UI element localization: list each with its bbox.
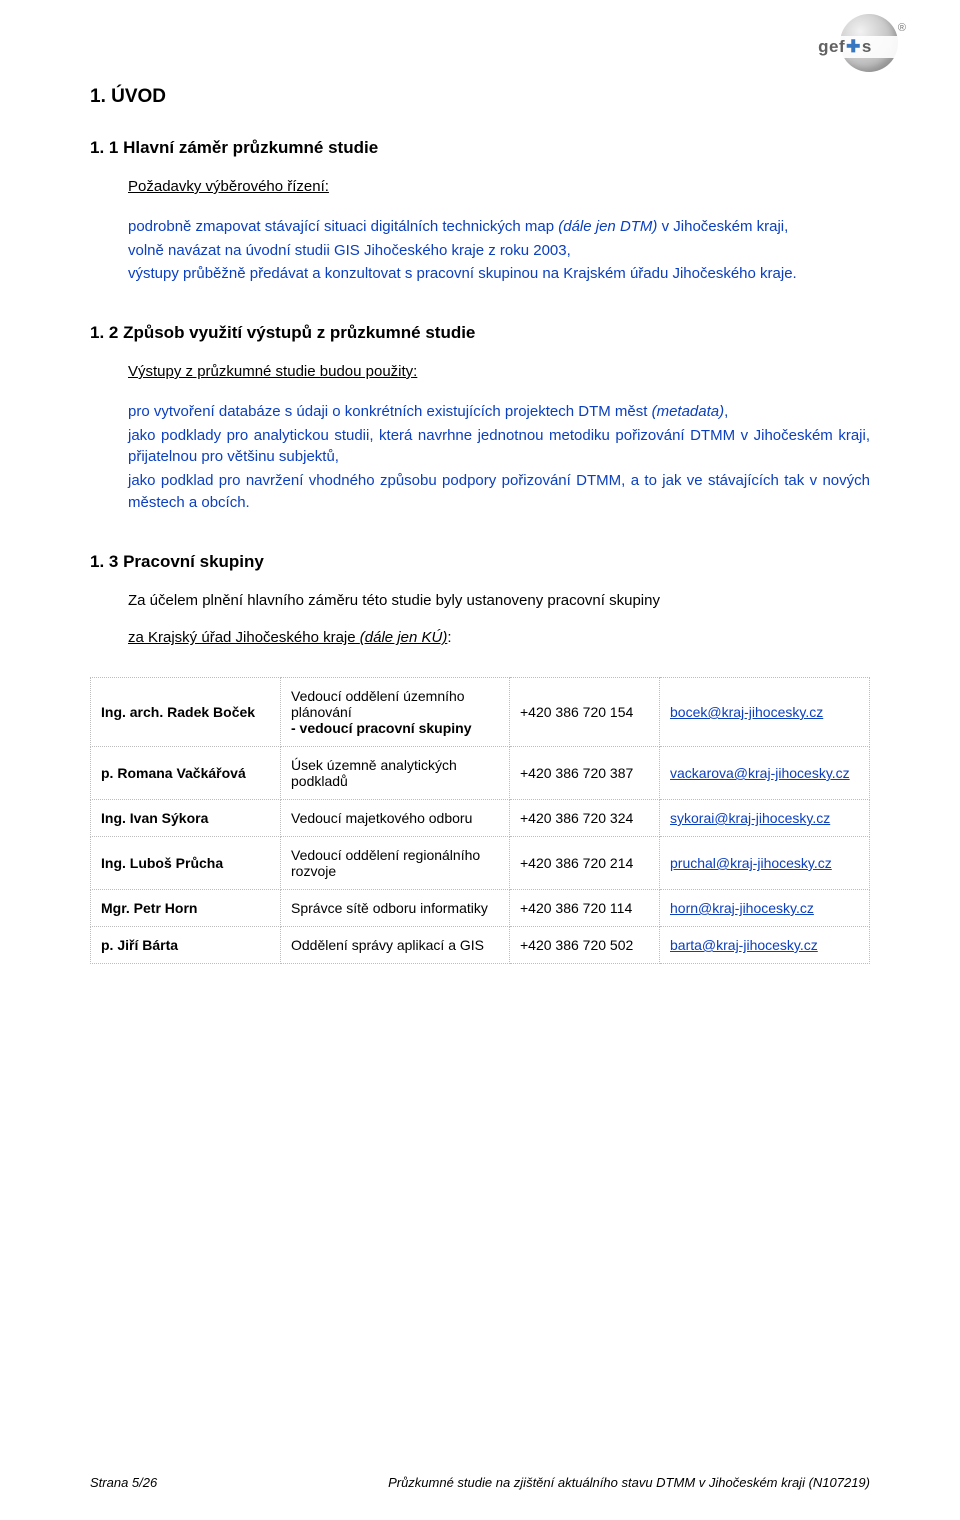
text-italic: (metadata) bbox=[652, 403, 725, 420]
member-email: pruchal@kraj-jihocesky.cz bbox=[660, 837, 870, 890]
table-row: Ing. Ivan Sýkora Vedoucí majetkového odb… bbox=[91, 800, 870, 837]
member-email: vackarova@kraj-jihocesky.cz bbox=[660, 747, 870, 800]
email-link[interactable]: pruchal@kraj-jihocesky.cz bbox=[670, 855, 832, 871]
table-row: p. Jiří Bárta Oddělení správy aplikací a… bbox=[91, 927, 870, 964]
member-email: barta@kraj-jihocesky.cz bbox=[660, 927, 870, 964]
email-link[interactable]: sykorai@kraj-jihocesky.cz bbox=[670, 810, 830, 826]
footer-left: Strana 5/26 bbox=[90, 1475, 157, 1490]
text: : bbox=[447, 629, 451, 646]
table-row: Ing. Luboš Průcha Vedoucí oddělení regio… bbox=[91, 837, 870, 890]
member-name: Ing. arch. Radek Boček bbox=[91, 678, 281, 747]
member-phone: +420 386 720 154 bbox=[510, 678, 660, 747]
block-1-1: Požadavky výběrového řízení: podrobně zm… bbox=[128, 176, 870, 285]
member-name: p. Jiří Bárta bbox=[91, 927, 281, 964]
lead-1-1: Požadavky výběrového řízení: bbox=[128, 176, 870, 198]
lead-1-2: Výstupy z průzkumné studie budou použity… bbox=[128, 361, 870, 383]
logo-text: gef✚s bbox=[818, 37, 872, 57]
table-row: Ing. arch. Radek Boček Vedoucí oddělení … bbox=[91, 678, 870, 747]
section-heading: 1. ÚVOD bbox=[90, 86, 870, 108]
member-role: Správce sítě odboru informatiky bbox=[281, 890, 510, 927]
text: podrobně zmapovat stávající situaci digi… bbox=[128, 218, 558, 235]
item-1-1-1: podrobně zmapovat stávající situaci digi… bbox=[128, 216, 870, 238]
member-role: Vedoucí oddělení územního plánování - ve… bbox=[281, 678, 510, 747]
plus-icon: ✚ bbox=[845, 37, 862, 56]
logo-text-left: gef bbox=[818, 37, 845, 56]
member-name: Ing. Luboš Průcha bbox=[91, 837, 281, 890]
subsection-heading-1-2: 1. 2 Způsob využití výstupů z průzkumné … bbox=[90, 323, 870, 343]
member-email: horn@kraj-jihocesky.cz bbox=[660, 890, 870, 927]
item-1-2-2: jako podklady pro analytickou studii, kt… bbox=[128, 425, 870, 469]
email-link[interactable]: vackarova@kraj-jihocesky.cz bbox=[670, 765, 850, 781]
member-role: Vedoucí oddělení regionálního rozvoje bbox=[281, 837, 510, 890]
member-phone: +420 386 720 114 bbox=[510, 890, 660, 927]
role-text: Vedoucí oddělení územního plánování bbox=[291, 688, 465, 720]
text-italic: (dále jen KÚ) bbox=[360, 629, 448, 646]
member-phone: +420 386 720 214 bbox=[510, 837, 660, 890]
footer-right: Průzkumné studie na zjištění aktuálního … bbox=[388, 1475, 870, 1490]
table-row: Mgr. Petr Horn Správce sítě odboru infor… bbox=[91, 890, 870, 927]
text: v Jihočeském kraji, bbox=[657, 218, 788, 235]
member-email: sykorai@kraj-jihocesky.cz bbox=[660, 800, 870, 837]
block-1-2: Výstupy z průzkumné studie budou použity… bbox=[128, 361, 870, 514]
brand-logo: gef✚s ® bbox=[790, 14, 900, 74]
block-1-3: Za účelem plnění hlavního záměru této st… bbox=[128, 590, 870, 650]
line-1-3-1: Za účelem plnění hlavního záměru této st… bbox=[128, 590, 870, 612]
member-phone: +420 386 720 387 bbox=[510, 747, 660, 800]
item-1-1-3: výstupy průběžně předávat a konzultovat … bbox=[128, 263, 870, 285]
member-role: Vedoucí majetkového odboru bbox=[281, 800, 510, 837]
item-1-2-1: pro vytvoření databáze s údaji o konkrét… bbox=[128, 401, 870, 423]
member-name: Mgr. Petr Horn bbox=[91, 890, 281, 927]
subsection-heading-1-3: 1. 3 Pracovní skupiny bbox=[90, 552, 870, 572]
text-italic: (dále jen DTM) bbox=[558, 218, 657, 235]
email-link[interactable]: barta@kraj-jihocesky.cz bbox=[670, 937, 818, 953]
item-1-2-3: jako podklad pro navržení vhodného způso… bbox=[128, 470, 870, 514]
text-underline: za Krajský úřad Jihočeského kraje bbox=[128, 629, 360, 646]
email-link[interactable]: bocek@kraj-jihocesky.cz bbox=[670, 704, 823, 720]
registered-icon: ® bbox=[898, 22, 906, 34]
subsection-heading-1-1: 1. 1 Hlavní záměr průzkumné studie bbox=[90, 138, 870, 158]
logo-text-right: s bbox=[862, 37, 872, 56]
text: pro vytvoření databáze s údaji o konkrét… bbox=[128, 403, 652, 420]
role-sub: - vedoucí pracovní skupiny bbox=[291, 720, 472, 736]
text: , bbox=[724, 403, 728, 420]
table-row: p. Romana Vačkářová Úsek územně analytic… bbox=[91, 747, 870, 800]
logo-band: gef✚s bbox=[790, 36, 900, 58]
member-name: p. Romana Vačkářová bbox=[91, 747, 281, 800]
page: gef✚s ® 1. ÚVOD 1. 1 Hlavní záměr průzku… bbox=[0, 0, 960, 1520]
member-role: Oddělení správy aplikací a GIS bbox=[281, 927, 510, 964]
page-footer: Strana 5/26 Průzkumné studie na zjištění… bbox=[90, 1475, 870, 1490]
member-role: Úsek územně analytických podkladů bbox=[281, 747, 510, 800]
item-1-1-2: volně navázat na úvodní studii GIS Jihoč… bbox=[128, 240, 870, 262]
member-phone: +420 386 720 502 bbox=[510, 927, 660, 964]
email-link[interactable]: horn@kraj-jihocesky.cz bbox=[670, 900, 814, 916]
working-group-table: Ing. arch. Radek Boček Vedoucí oddělení … bbox=[90, 677, 870, 964]
member-name: Ing. Ivan Sýkora bbox=[91, 800, 281, 837]
line-1-3-2: za Krajský úřad Jihočeského kraje (dále … bbox=[128, 627, 870, 649]
member-email: bocek@kraj-jihocesky.cz bbox=[660, 678, 870, 747]
member-phone: +420 386 720 324 bbox=[510, 800, 660, 837]
